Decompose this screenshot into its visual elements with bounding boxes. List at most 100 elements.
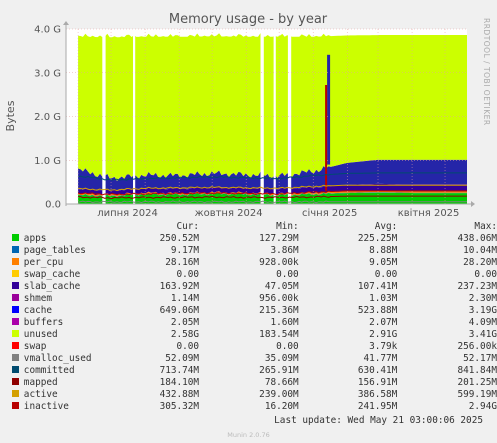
line-vmalloc-used: [77, 200, 467, 204]
legend-cur: 713.74M: [159, 365, 200, 376]
legend-max: 0.00: [474, 269, 497, 280]
legend-avg: 2.07M: [369, 317, 398, 328]
legend-cur: 52.09M: [165, 353, 200, 364]
x-tick-label: квітня 2025: [398, 207, 460, 219]
data-gaps: [102, 29, 292, 204]
area-unused: [78, 33, 467, 181]
legend-avg: 241.95M: [357, 401, 398, 412]
y-tick-label: 0.0: [45, 200, 61, 211]
legend-min: 265.91M: [259, 365, 299, 376]
data-gap: [133, 29, 136, 204]
legend-max: 3.41G: [468, 329, 497, 340]
legend-cur: 163.92M: [159, 281, 200, 292]
area-page-tables: [78, 192, 467, 198]
y-tick-label: 1.0 G: [34, 156, 61, 167]
x-tick-label: липня 2024: [97, 208, 158, 219]
legend-row-swap: swap 0.00 0.00 3.79k 256.00k: [12, 341, 497, 353]
data-gap: [287, 29, 292, 204]
legend-cur: 2.05M: [170, 317, 200, 328]
rrdtool-credit: RRDTOOL / TOBI OETIKER: [482, 18, 491, 126]
legend-min: 127.29M: [259, 233, 299, 244]
legend-swatch: [12, 306, 19, 313]
legend-avg: 3.79k: [369, 341, 398, 352]
legend-avg: 630.41M: [357, 365, 398, 376]
y-axis-arrow: [63, 21, 69, 25]
area-slab-cache: [78, 183, 467, 196]
legend-name: buffers: [23, 317, 64, 328]
legend-avg: 8.88M: [369, 245, 398, 256]
legend-min: 928.00k: [259, 257, 299, 268]
legend-row-slab-cache: slab_cache 163.92M 47.05M 107.41M 237.23M: [12, 281, 497, 293]
y-tick-label: 4.0 G: [34, 25, 61, 36]
legend-max: 52.17M: [463, 353, 497, 364]
legend-cur: 305.32M: [159, 401, 200, 412]
area-apps: [78, 192, 467, 204]
legend-cur: 9.17M: [170, 245, 200, 256]
x-tick-label: січня 2025: [302, 207, 357, 219]
legend-max: 28.20M: [463, 257, 497, 268]
legend-row-unused: unused 2.58G 183.54M 2.91G 3.41G: [12, 329, 497, 341]
legend-name: committed: [23, 365, 75, 376]
legend-name: cache: [23, 305, 53, 316]
legend-row-committed: committed 713.74M 265.91M 630.41M 841.84M: [12, 365, 497, 377]
legend-swatch: [12, 390, 19, 397]
legend-min: 239.00M: [259, 389, 299, 400]
last-update-text: Last update: Wed May 21 03:00:06 2025: [274, 415, 483, 426]
line-inactive: [77, 190, 467, 196]
legend-max: 237.23M: [457, 281, 497, 292]
legend-swatch: [12, 366, 19, 373]
chart-title: Memory usage - by year: [169, 12, 328, 27]
legend-avg: 156.91M: [357, 377, 398, 388]
legend-row-swap-cache: swap_cache 0.00 0.00 0.00 0.00: [12, 269, 497, 281]
legend-swatch: [12, 342, 19, 349]
area-cache: [78, 159, 467, 191]
legend-swatch: [12, 282, 19, 289]
line-mapped: [78, 195, 467, 200]
legend-cur: 184.10M: [159, 377, 200, 388]
legend-name: mapped: [23, 377, 58, 388]
x-axis-arrow: [471, 201, 475, 207]
legend-header-avg: Avg:: [374, 221, 398, 232]
legend-swatch: [12, 378, 19, 385]
legend-min: 3.86M: [270, 245, 299, 256]
legend-name: per_cpu: [23, 257, 64, 268]
legend-avg: 2.91G: [369, 329, 398, 340]
legend-swatch: [12, 246, 19, 253]
legend-min: 47.05M: [264, 281, 299, 292]
legend-max: 438.06M: [457, 233, 497, 244]
legend-name: shmem: [23, 293, 53, 304]
legend-min: 0.00: [276, 341, 299, 352]
legend-cur: 432.88M: [159, 389, 200, 400]
legend-swatch: [12, 270, 19, 277]
y-tick-labels: 0.0 1.0 G 2.0 G 3.0 G 4.0 G: [34, 25, 61, 211]
legend-name: swap_cache: [23, 269, 81, 280]
legend-row-page-tables: page_tables 9.17M 3.86M 8.88M 10.04M: [12, 245, 497, 257]
legend-header-cur: Cur:: [176, 221, 200, 232]
legend-name: page_tables: [23, 245, 86, 256]
y-tick-label: 3.0 G: [34, 68, 61, 79]
legend-min: 16.20M: [264, 401, 299, 412]
legend-row-shmem: shmem 1.14M 956.00k 1.03M 2.30M: [12, 293, 497, 305]
legend-name: swap: [23, 341, 47, 352]
spike-inactive: [325, 85, 328, 191]
legend-row-vmalloc-used: vmalloc_used 52.09M 35.09M 41.77M 52.17M: [12, 353, 497, 365]
legend-avg: 225.25M: [357, 233, 398, 244]
x-tick-label: жовтня 2024: [195, 208, 263, 219]
legend-max: 2.94G: [468, 401, 497, 412]
data-gap: [260, 29, 264, 204]
legend-row-inactive: inactive 305.32M 16.20M 241.95M 2.94G: [12, 401, 497, 413]
legend-cur: 28.16M: [165, 257, 200, 268]
y-tick-label: 2.0 G: [34, 112, 61, 123]
legend-name: unused: [23, 329, 58, 340]
area-series: [78, 33, 467, 204]
legend-row-apps: apps 250.52M 127.29M 225.25M 438.06M: [12, 233, 497, 245]
legend-max: 256.00k: [457, 341, 497, 352]
data-gap: [102, 29, 106, 204]
line-series: [77, 172, 467, 204]
axes: [63, 21, 475, 207]
munin-version: Munin 2.0.76: [227, 431, 270, 439]
legend-name: slab_cache: [23, 281, 81, 292]
legend-row-mapped: mapped 184.10M 78.66M 156.91M 201.25M: [12, 377, 497, 389]
legend-row-active: active 432.88M 239.00M 386.58M 599.19M: [12, 389, 497, 401]
